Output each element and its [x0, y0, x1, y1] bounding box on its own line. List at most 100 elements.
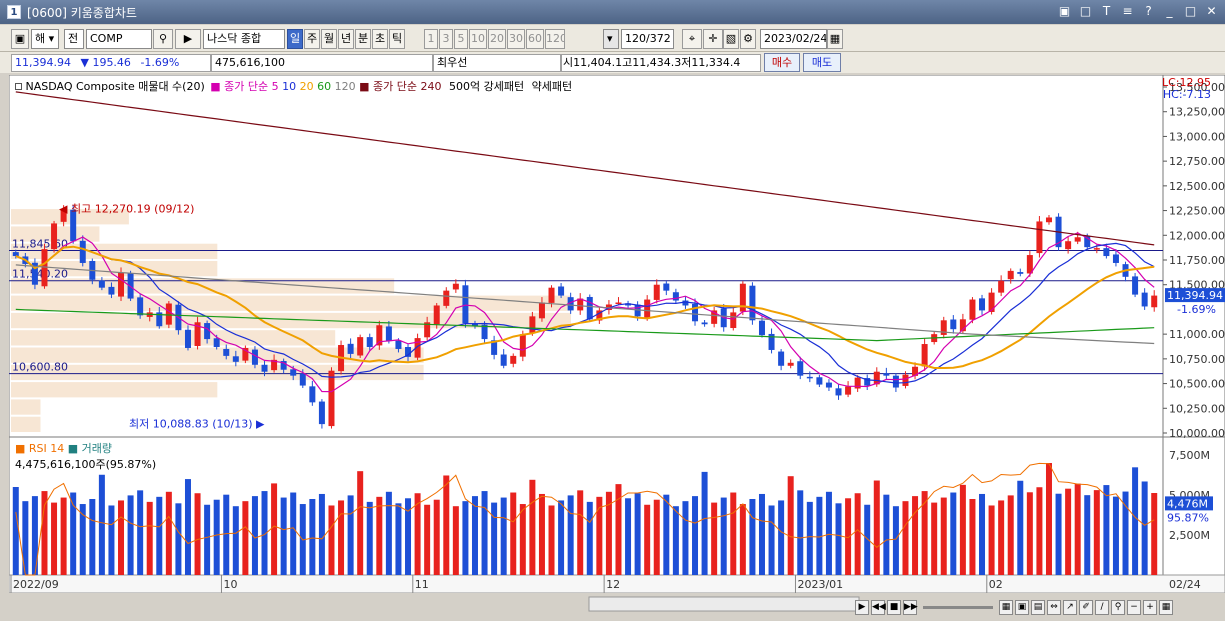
plus-icon[interactable]: +	[1143, 599, 1157, 615]
scroll-thumb	[588, 596, 860, 612]
change-value: ▼ 195.46	[80, 56, 131, 69]
change-pct: -1.69%	[140, 56, 180, 69]
candle-body	[634, 304, 641, 317]
minute-option-button[interactable]: 60	[526, 29, 544, 49]
minute-option-button[interactable]: 3	[439, 29, 453, 49]
close-icon[interactable]: ✕	[1206, 4, 1217, 18]
candle-body	[328, 370, 335, 427]
volume-bar	[692, 496, 699, 575]
minute-option-button[interactable]: 1	[424, 29, 438, 49]
candle-body	[366, 337, 373, 347]
count-input[interactable]: 120/372	[621, 29, 674, 49]
zoom-icon[interactable]: ⌖	[682, 29, 702, 49]
gear-icon[interactable]: ⚙	[740, 29, 756, 49]
volume-profile-bar	[11, 416, 41, 432]
market-select[interactable]: 해 ▾	[31, 29, 59, 49]
ohl-box: 시11,404.1고11,434.3저11,334.4	[561, 54, 761, 72]
volume-bar	[701, 471, 708, 575]
rewind-icon[interactable]: ◀◀	[871, 599, 886, 615]
zoom-slider[interactable]	[923, 605, 993, 609]
tile-icon[interactable]: ▣	[1015, 599, 1029, 615]
volume-bar	[41, 491, 48, 575]
minus-icon[interactable]: −	[1127, 599, 1141, 615]
volume-bar	[51, 502, 58, 575]
candle-body	[538, 302, 545, 319]
period-button[interactable]: 초	[372, 29, 388, 49]
period-button[interactable]: 틱	[389, 29, 405, 49]
layout-icon[interactable]: ▦	[999, 599, 1013, 615]
y-axis-tick: 13,500.00	[1169, 81, 1225, 94]
volume-bar	[443, 475, 450, 575]
market-select-2[interactable]: 전	[64, 29, 84, 49]
date-input[interactable]: 2023/02/24	[760, 29, 827, 49]
moving-average-line	[15, 91, 1155, 246]
lock-icon[interactable]: ≡	[1122, 4, 1133, 18]
minute-option-button[interactable]: 20	[488, 29, 506, 49]
minute-option-button[interactable]: 120	[545, 29, 565, 49]
buy-button[interactable]: 매수	[764, 53, 800, 72]
period-button[interactable]: 분	[355, 29, 371, 49]
candle-body	[883, 373, 890, 376]
text-icon[interactable]: T	[1102, 4, 1111, 18]
volume-bar	[711, 502, 718, 575]
line-icon[interactable]: ∕	[1095, 599, 1109, 615]
y-axis-tick: 12,000.00	[1169, 229, 1225, 242]
maximize-icon[interactable]: □	[1184, 4, 1197, 18]
legend-ma-label: ■ 종가 단순 5	[210, 80, 279, 93]
pin-icon[interactable]: □	[1079, 4, 1092, 18]
volume-bar	[778, 500, 785, 575]
calendar-icon[interactable]: ▦	[827, 29, 843, 49]
forward-icon[interactable]: ▶▶	[903, 599, 918, 615]
minimize-icon[interactable]: _	[1166, 4, 1173, 18]
save-icon[interactable]: ▧	[723, 29, 739, 49]
speaker-icon[interactable]: ▶	[175, 29, 201, 49]
period-dropdown[interactable]: ▾	[603, 29, 619, 49]
candle-body	[758, 320, 765, 336]
minute-option-button[interactable]: 30	[507, 29, 525, 49]
volume-bar	[653, 499, 660, 575]
sell-button[interactable]: 매도	[803, 53, 841, 72]
chart-area[interactable]: 11,845.60 11,540.20 10,600.80 ◀ 최고 12,270.1…	[9, 75, 1225, 621]
legend-box-icon	[15, 83, 22, 90]
brush-icon[interactable]: ✐	[1079, 599, 1093, 615]
candle-body	[194, 322, 201, 347]
chart-type-icon[interactable]: ▣	[11, 29, 29, 49]
search-icon[interactable]: ⚲	[153, 29, 173, 49]
x-axis-tick: 02/24	[1169, 578, 1201, 591]
crosshair-icon[interactable]: ✛	[703, 29, 723, 49]
volume-bar	[558, 500, 565, 575]
volume-bar	[548, 505, 555, 575]
period-button[interactable]: 년	[338, 29, 354, 49]
arrow-icon[interactable]: ↗	[1063, 599, 1077, 615]
period-button[interactable]: 일	[287, 29, 303, 49]
period-button[interactable]: 주	[304, 29, 320, 49]
volume-bar	[251, 496, 258, 575]
minute-option-button[interactable]: 10	[469, 29, 487, 49]
help-icon[interactable]: ?	[1145, 4, 1152, 18]
volume-bar	[1112, 496, 1119, 575]
volume-bar	[739, 504, 746, 575]
compare-icon[interactable]: ⇔	[1047, 599, 1061, 615]
volume-bar	[232, 506, 239, 575]
candle-body	[433, 305, 440, 325]
minute-option-button[interactable]: 5	[454, 29, 468, 49]
volume-bar	[596, 496, 603, 575]
scroll-right-icon[interactable]: ▶	[855, 599, 869, 615]
volume-bar	[1084, 495, 1091, 575]
period-button[interactable]: 월	[321, 29, 337, 49]
volume-bar	[12, 487, 19, 575]
split-icon[interactable]: ▤	[1031, 599, 1045, 615]
stop-icon[interactable]: ■	[887, 599, 901, 615]
code-input[interactable]: COMP	[86, 29, 152, 49]
search-zoom-icon[interactable]: ⚲	[1111, 599, 1125, 615]
candle-body	[672, 292, 679, 301]
grid-icon[interactable]: ▦	[1159, 599, 1173, 615]
chart-canvas[interactable]: 11,845.60 11,540.20 10,600.80 ◀ 최고 12,270.1…	[9, 75, 1225, 621]
moving-average-line	[15, 232, 1155, 393]
candle-body	[1132, 276, 1139, 295]
candle-body	[232, 356, 239, 362]
restore-icon[interactable]: ▣	[1058, 4, 1071, 18]
volume-profile-bar	[11, 295, 571, 311]
navigation-bar: ▶ ◀◀ ■ ▶▶ ▦ ▣ ▤ ⇔ ↗ ✐ ∕ ⚲ − + ▦	[855, 597, 1225, 617]
